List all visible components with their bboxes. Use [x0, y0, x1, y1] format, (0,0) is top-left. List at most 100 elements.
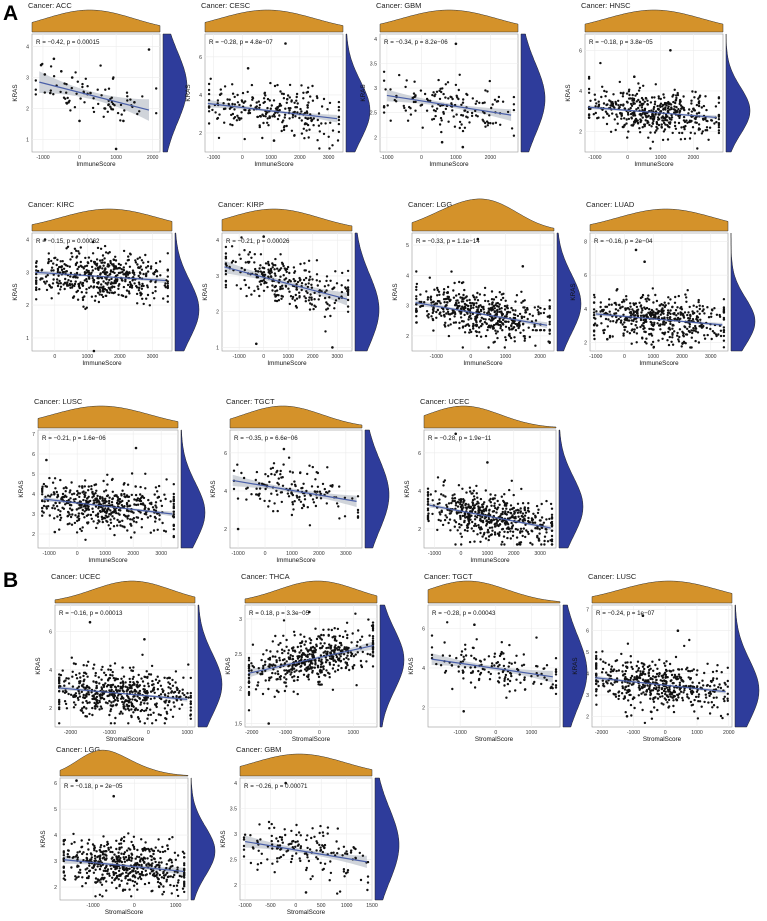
scatter-point [189, 691, 192, 695]
scatter-point [303, 498, 307, 501]
scatter-point [592, 334, 596, 337]
scatter-point [87, 686, 91, 689]
scatter-point [114, 686, 118, 689]
scatter-point [605, 305, 609, 308]
scatter-point [438, 312, 441, 316]
right-density-curve [197, 604, 223, 728]
scatter-point [475, 484, 478, 488]
scatter-point [519, 511, 522, 514]
scatter-point [487, 531, 490, 534]
scatter-point [94, 483, 98, 486]
scatter-point [483, 286, 487, 290]
scatter-point [457, 301, 460, 304]
scatter-point [104, 673, 108, 677]
scatter-point [316, 139, 319, 142]
scatter-point [449, 529, 452, 532]
scatter-point [498, 320, 501, 323]
scatter-point [122, 119, 125, 123]
scatter-point [442, 291, 446, 294]
scatter-point [607, 303, 611, 306]
scatter-point [476, 314, 479, 317]
scatter-point [136, 302, 139, 305]
scatter-point [592, 311, 596, 314]
scatter-point [78, 495, 81, 499]
scatter-point [85, 684, 89, 688]
scatter-point [458, 73, 461, 77]
scatter-point [671, 327, 674, 330]
scatter-point [605, 103, 608, 107]
scatter-point [639, 120, 642, 124]
scatter-point [466, 529, 469, 533]
scatter-point [166, 704, 170, 707]
scatter-point [326, 491, 329, 494]
scatter-point [307, 136, 310, 139]
scatter-point [308, 128, 311, 131]
scatter-point [617, 104, 620, 107]
y-axis-label: KRAS [392, 283, 399, 300]
scatter-point [670, 340, 673, 343]
scatter-point [673, 108, 676, 112]
scatter-point [138, 689, 142, 693]
scatter-point [637, 89, 641, 92]
scatter-point [331, 346, 334, 349]
scatter-point [147, 713, 150, 717]
scatter-point [606, 337, 609, 341]
scatter-point [426, 497, 430, 500]
scatter-point [501, 296, 505, 300]
scatter-point [172, 535, 175, 539]
scatter-point [74, 263, 78, 267]
scatter-point [109, 704, 112, 707]
scatter-point [498, 503, 501, 506]
scatter-point [247, 253, 250, 256]
scatter-point [468, 308, 472, 312]
scatter-point [87, 505, 90, 508]
scatter-point [405, 79, 408, 82]
scatter-point [479, 526, 483, 529]
scatter-point [267, 687, 270, 691]
scatter-point [635, 100, 638, 103]
scatter-point [655, 122, 659, 126]
correlation-stat: R = −0.33, p = 1.1e−14 [416, 238, 480, 245]
scatter-point [508, 332, 511, 336]
scatter-point [77, 512, 81, 515]
y-tick-label: 4 [418, 489, 421, 495]
scatter-point [268, 116, 272, 119]
scatter-point [255, 105, 258, 108]
scatter-point [426, 491, 430, 494]
scatter-point [492, 518, 496, 521]
scatter-point [177, 691, 181, 694]
scatter-point [336, 668, 340, 672]
scatter-point [278, 108, 281, 112]
scatter-point [536, 511, 540, 515]
scatter-point [494, 304, 497, 307]
scatter-point [664, 108, 667, 111]
scatter-point [59, 285, 63, 288]
scatter-point [108, 676, 112, 680]
scatter-point [604, 311, 607, 315]
scatter-point [311, 465, 314, 469]
scatter-point [53, 492, 56, 496]
scatter-point [664, 113, 668, 117]
scatter-point [636, 121, 640, 125]
scatter-point [643, 260, 646, 264]
scatter-point [425, 109, 429, 112]
scatter-point [356, 508, 360, 512]
scatter-point [45, 458, 48, 462]
y-tick-label: 4 [374, 37, 377, 43]
scatter-point [382, 111, 386, 114]
scatter-point [389, 88, 392, 91]
scatter-point [132, 517, 136, 520]
scatter-point [262, 289, 266, 292]
scatter-point [661, 138, 665, 142]
scatter-point [118, 500, 121, 503]
scatter-point [128, 252, 132, 255]
scatter-point [41, 485, 44, 488]
scatter-point [163, 722, 166, 725]
y-tick-label: 2.5 [370, 111, 377, 117]
scatter-point [41, 499, 44, 502]
scatter-point [423, 92, 427, 96]
scatter-point [523, 508, 527, 512]
scatter-point [142, 261, 145, 264]
scatter-point [434, 302, 438, 305]
scatter-point [722, 298, 726, 301]
